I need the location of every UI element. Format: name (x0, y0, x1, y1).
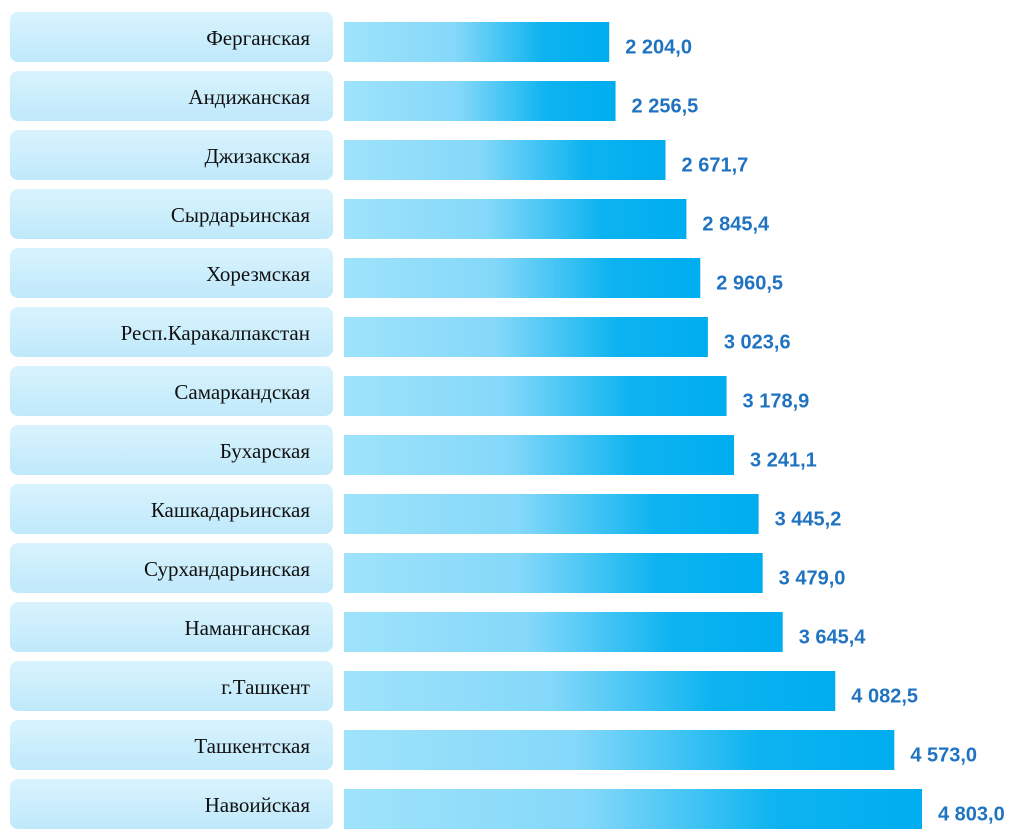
category-label: Джизакская (204, 144, 310, 168)
category-box (10, 543, 333, 593)
category-box (10, 248, 333, 298)
bar (344, 199, 687, 239)
value-label: 4 803,0 (938, 803, 1005, 825)
category-box (10, 425, 333, 475)
value-label: 4 573,0 (910, 744, 977, 766)
category-box (10, 307, 333, 357)
value-label: 3 479,0 (779, 567, 846, 589)
bar (344, 730, 895, 770)
category-box (10, 71, 333, 121)
category-box (10, 484, 333, 534)
category-box (10, 366, 333, 416)
category-label: Кашкадарьинская (151, 498, 311, 522)
bar (344, 494, 759, 534)
category-box (10, 720, 333, 770)
bar (344, 317, 708, 357)
value-label: 3 445,2 (775, 508, 842, 530)
value-label: 2 256,5 (632, 95, 699, 117)
bar (344, 22, 610, 62)
category-box (10, 661, 333, 711)
value-label: 2 204,0 (625, 36, 692, 58)
category-label: Навоийская (205, 793, 311, 817)
bar (344, 553, 763, 593)
category-label: Самаркандская (174, 380, 310, 404)
category-box (10, 602, 333, 652)
category-label: Сурхандарьинская (144, 557, 310, 581)
value-label: 2 960,5 (716, 272, 783, 294)
bar (344, 81, 616, 121)
category-box (10, 130, 333, 180)
category-label: Наманганская (184, 616, 310, 640)
category-label: Сырдарьинская (171, 203, 310, 227)
category-label: Ташкентская (194, 734, 310, 758)
category-label: Ферганская (206, 26, 310, 50)
bar (344, 435, 735, 475)
category-label: г.Ташкент (221, 675, 310, 699)
category-box (10, 12, 333, 62)
bar (344, 612, 783, 652)
bar (344, 376, 727, 416)
category-label: Бухарская (220, 439, 311, 463)
category-box (10, 779, 333, 829)
value-label: 4 082,5 (851, 685, 918, 707)
category-label: Андижанская (188, 85, 310, 109)
category-box (10, 189, 333, 239)
value-label: 3 241,1 (750, 449, 817, 471)
value-label: 3 645,4 (799, 626, 867, 648)
bar (344, 140, 666, 180)
value-label: 3 178,9 (743, 390, 810, 412)
value-label: 2 845,4 (702, 213, 770, 235)
value-label: 3 023,6 (724, 331, 791, 353)
bar (344, 671, 836, 711)
bar (344, 258, 701, 298)
value-label: 2 671,7 (682, 154, 749, 176)
category-label: Респ.Каракалпакстан (121, 321, 310, 345)
bar (344, 789, 922, 829)
category-label: Хорезмская (206, 262, 310, 286)
